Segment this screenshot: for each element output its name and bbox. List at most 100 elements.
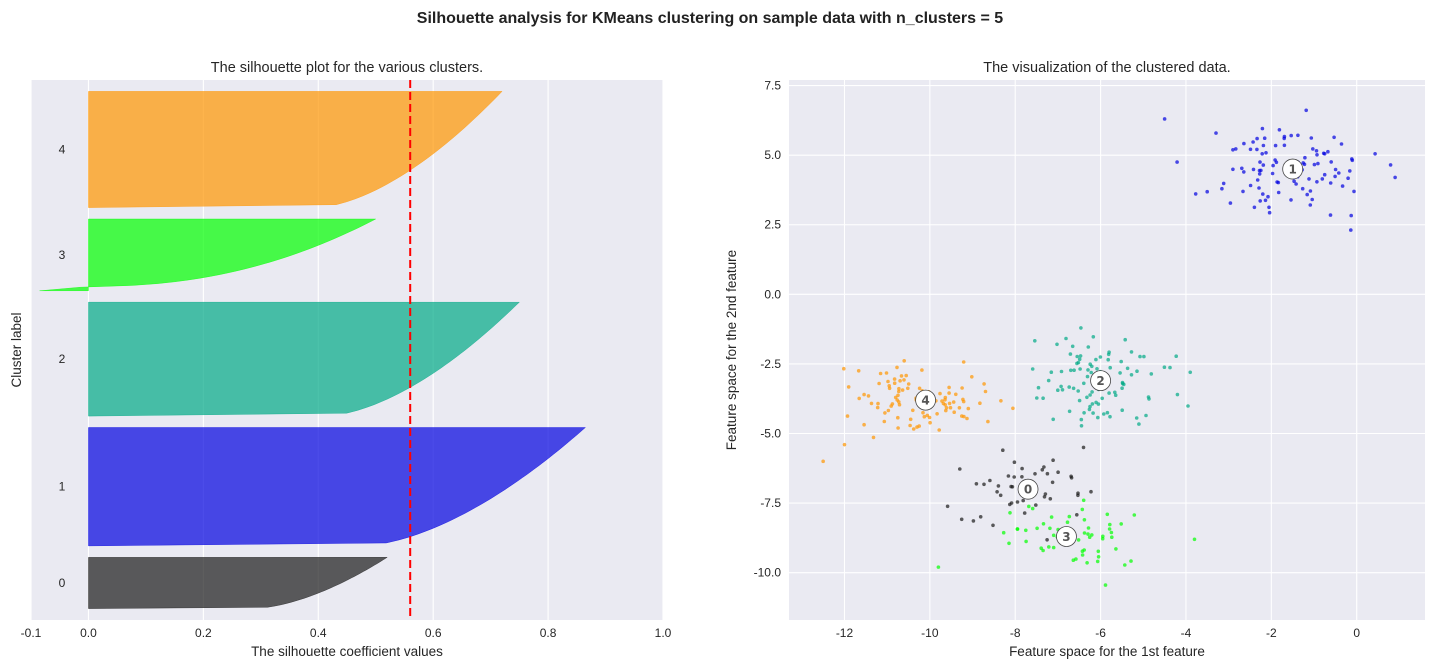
scatter-point-cluster-0 (1045, 538, 1049, 542)
scatter-point-cluster-4 (908, 417, 913, 422)
scatter-point-cluster-2 (1135, 369, 1139, 374)
scatter-point-cluster-3 (936, 565, 941, 569)
scatter-point-cluster-3 (1008, 511, 1012, 515)
silhouette-cluster-label: 2 (59, 352, 66, 366)
scatter-point-cluster-1 (1241, 189, 1245, 194)
scatter-point-cluster-3 (1027, 504, 1031, 509)
scatter-point-cluster-2 (1067, 385, 1071, 389)
scatter-point-cluster-1 (1349, 213, 1353, 218)
scatter-point-cluster-1 (1261, 163, 1266, 167)
scatter-point-cluster-2 (1075, 361, 1079, 366)
scatter-point-cluster-1 (1333, 167, 1338, 172)
scatter-point-cluster-2 (1060, 388, 1065, 392)
scatter-point-cluster-4 (902, 359, 906, 363)
scatter-point-cluster-4 (884, 371, 889, 375)
scatter-point-cluster-3 (1081, 498, 1086, 503)
scatter-point-cluster-3 (1067, 514, 1072, 519)
scatter-point-cluster-2 (1095, 367, 1099, 371)
scatter-point-cluster-1 (1270, 171, 1275, 176)
scatter-point-cluster-4 (842, 366, 846, 371)
scatter-point-cluster-2 (1082, 381, 1086, 386)
scatter-point-cluster-0 (974, 482, 979, 486)
scatter-x-tick-label: -2 (1266, 626, 1277, 640)
scatter-point-cluster-0 (1040, 468, 1045, 472)
scatter-point-cluster-4 (948, 405, 953, 410)
scatter-x-label: Feature space for the 1st feature (1009, 644, 1205, 659)
scatter-point-cluster-0 (1012, 475, 1016, 479)
scatter-point-cluster-4 (875, 405, 880, 410)
scatter-point-cluster-4 (886, 408, 891, 413)
scatter-point-cluster-2 (1090, 390, 1094, 394)
cluster-center-marker (1056, 526, 1077, 547)
scatter-point-cluster-2 (1122, 382, 1126, 387)
scatter-point-cluster-3 (1051, 545, 1056, 550)
silhouette-x-label: The silhouette coefficient values (251, 644, 443, 659)
scatter-point-cluster-3 (1024, 539, 1028, 544)
silhouette-bar-cluster-0 (88, 557, 389, 609)
scatter-point-cluster-1 (1388, 163, 1393, 167)
scatter-point-cluster-0 (1056, 470, 1060, 475)
scatter-point-cluster-4 (896, 415, 900, 420)
scatter-point-cluster-2 (1147, 397, 1151, 401)
scatter-point-cluster-3 (1114, 547, 1118, 551)
scatter-x-tick-label: -6 (1095, 626, 1106, 640)
scatter-point-cluster-2 (1091, 335, 1096, 339)
scatter-point-cluster-4 (947, 401, 952, 406)
scatter-point-cluster-4 (1011, 406, 1015, 411)
scatter-y-tick-label: 5.0 (764, 148, 781, 162)
scatter-point-cluster-4 (821, 459, 825, 464)
scatter-point-cluster-3 (1108, 522, 1112, 527)
scatter-point-cluster-4 (845, 414, 850, 418)
scatter-point-cluster-3 (1192, 537, 1197, 542)
scatter-point-cluster-0 (1009, 484, 1013, 489)
scatter-point-cluster-3 (1103, 583, 1108, 587)
scatter-point-cluster-2 (1078, 367, 1082, 371)
silhouette-x-tick-label: 0.8 (540, 626, 557, 640)
scatter-point-cluster-2 (1129, 350, 1134, 354)
scatter-point-cluster-1 (1289, 198, 1293, 202)
scatter-point-cluster-1 (1274, 160, 1279, 165)
scatter-point-cluster-1 (1264, 151, 1268, 155)
scatter-point-cluster-3 (1024, 528, 1028, 533)
scatter-point-cluster-1 (1294, 182, 1298, 186)
scatter-point-cluster-3 (1015, 527, 1020, 531)
scatter-point-cluster-4 (898, 379, 902, 383)
scatter-point-cluster-3 (1065, 520, 1070, 524)
scatter-point-cluster-4 (897, 386, 901, 391)
silhouette-x-tick-label: 0.4 (310, 626, 327, 640)
scatter-point-cluster-3 (1086, 526, 1091, 530)
scatter-point-cluster-2 (1086, 345, 1091, 349)
scatter-point-cluster-0 (1042, 495, 1047, 499)
scatter-point-cluster-4 (999, 399, 1003, 403)
scatter-point-cluster-2 (1088, 393, 1092, 397)
scatter-point-cluster-4 (890, 402, 895, 406)
scatter-point-cluster-2 (1119, 359, 1123, 364)
scatter-point-cluster-1 (1255, 147, 1259, 152)
scatter-point-cluster-0 (1020, 466, 1024, 471)
scatter-point-cluster-1 (1316, 161, 1320, 166)
scatter-point-cluster-0 (982, 482, 986, 487)
scatter-point-cluster-2 (1079, 417, 1084, 422)
scatter-x-tick-label: -8 (1010, 626, 1021, 640)
scatter-point-cluster-1 (1315, 180, 1319, 184)
scatter-point-cluster-2 (1082, 411, 1086, 415)
scatter-point-cluster-1 (1258, 160, 1262, 164)
cluster-center-marker (1282, 158, 1304, 180)
silhouette-bar-cluster-2 (88, 301, 521, 417)
scatter-x-tick-label: -10 (921, 626, 939, 640)
cluster-center-label: 2 (1096, 374, 1104, 388)
scatter-point-cluster-2 (1059, 384, 1063, 389)
scatter-point-cluster-0 (1076, 491, 1080, 496)
scatter-point-cluster-0 (1022, 511, 1027, 515)
scatter-point-cluster-2 (1046, 378, 1051, 383)
scatter-point-cluster-4 (866, 394, 871, 398)
scatter-point-cluster-2 (1033, 339, 1037, 343)
scatter-point-cluster-3 (1109, 530, 1114, 535)
scatter-point-cluster-0 (991, 523, 995, 528)
scatter-point-cluster-1 (1255, 136, 1259, 141)
scatter-point-cluster-2 (1077, 398, 1082, 403)
scatter-point-cluster-4 (928, 420, 932, 425)
scatter-point-cluster-1 (1315, 153, 1319, 157)
scatter-point-cluster-4 (961, 360, 966, 364)
scatter-point-cluster-1 (1296, 133, 1300, 138)
